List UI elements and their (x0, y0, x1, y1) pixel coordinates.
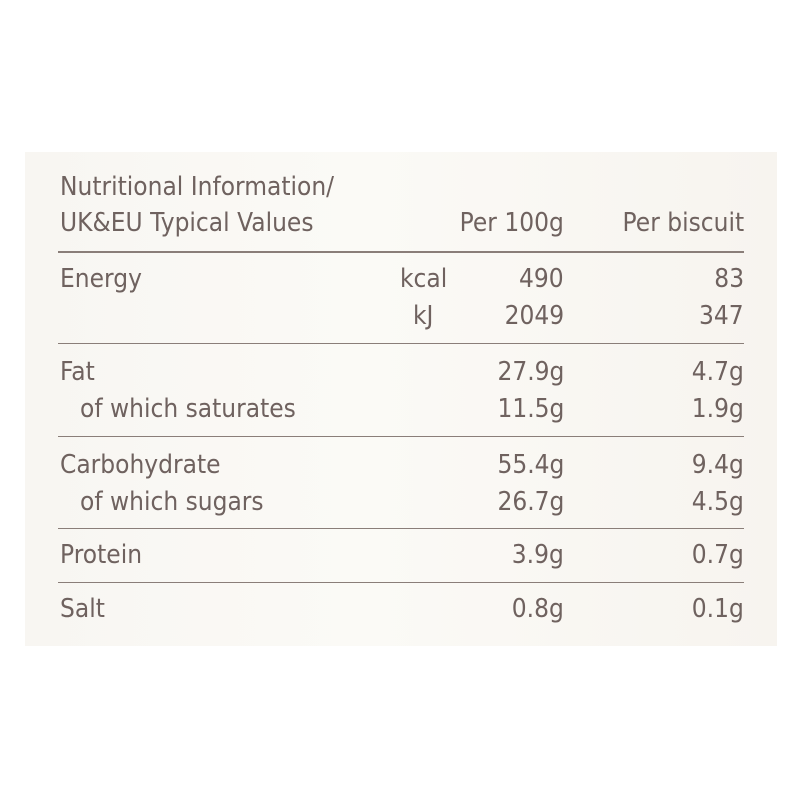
energy-kcal-per-100g: 490 (519, 264, 564, 294)
energy-divider (58, 343, 744, 344)
carbohydrate-divider (58, 528, 744, 529)
sugars-per-100g: 26.7g (497, 487, 564, 517)
energy-kcal-unit: kcal (400, 264, 448, 294)
protein-per-100g: 3.9g (511, 540, 564, 570)
column-header-per-100g: Per 100g (459, 208, 564, 238)
energy-kcal-per-biscuit: 83 (714, 264, 744, 294)
sugars-label: of which sugars (80, 487, 264, 517)
energy-kj-unit: kJ (413, 301, 434, 331)
salt-per-100g: 0.8g (511, 594, 564, 624)
carbohydrate-label: Carbohydrate (60, 450, 221, 480)
table-title-line2: UK&EU Typical Values (60, 208, 314, 238)
table-title-line1: Nutritional Information/ (60, 172, 335, 202)
fat-divider (58, 436, 744, 437)
carbohydrate-per-100g: 55.4g (497, 450, 564, 480)
salt-label: Salt (60, 594, 105, 624)
fat-per-100g: 27.9g (497, 357, 564, 387)
energy-kj-per-biscuit: 347 (699, 301, 744, 331)
energy-kj-per-100g: 2049 (504, 301, 564, 331)
energy-label: Energy (60, 264, 142, 294)
protein-divider (58, 582, 744, 583)
saturates-per-biscuit: 1.9g (691, 394, 744, 424)
sugars-per-biscuit: 4.5g (691, 487, 744, 517)
header-divider (58, 251, 744, 253)
salt-per-biscuit: 0.1g (691, 594, 744, 624)
saturates-per-100g: 11.5g (497, 394, 564, 424)
column-header-per-biscuit: Per biscuit (622, 208, 744, 238)
saturates-label: of which saturates (80, 394, 296, 424)
carbohydrate-per-biscuit: 9.4g (691, 450, 744, 480)
fat-label: Fat (60, 357, 95, 387)
protein-per-biscuit: 0.7g (691, 540, 744, 570)
fat-per-biscuit: 4.7g (691, 357, 744, 387)
nutrition-label: Nutritional Information/ UK&EU Typical V… (25, 152, 777, 646)
protein-label: Protein (60, 540, 143, 570)
